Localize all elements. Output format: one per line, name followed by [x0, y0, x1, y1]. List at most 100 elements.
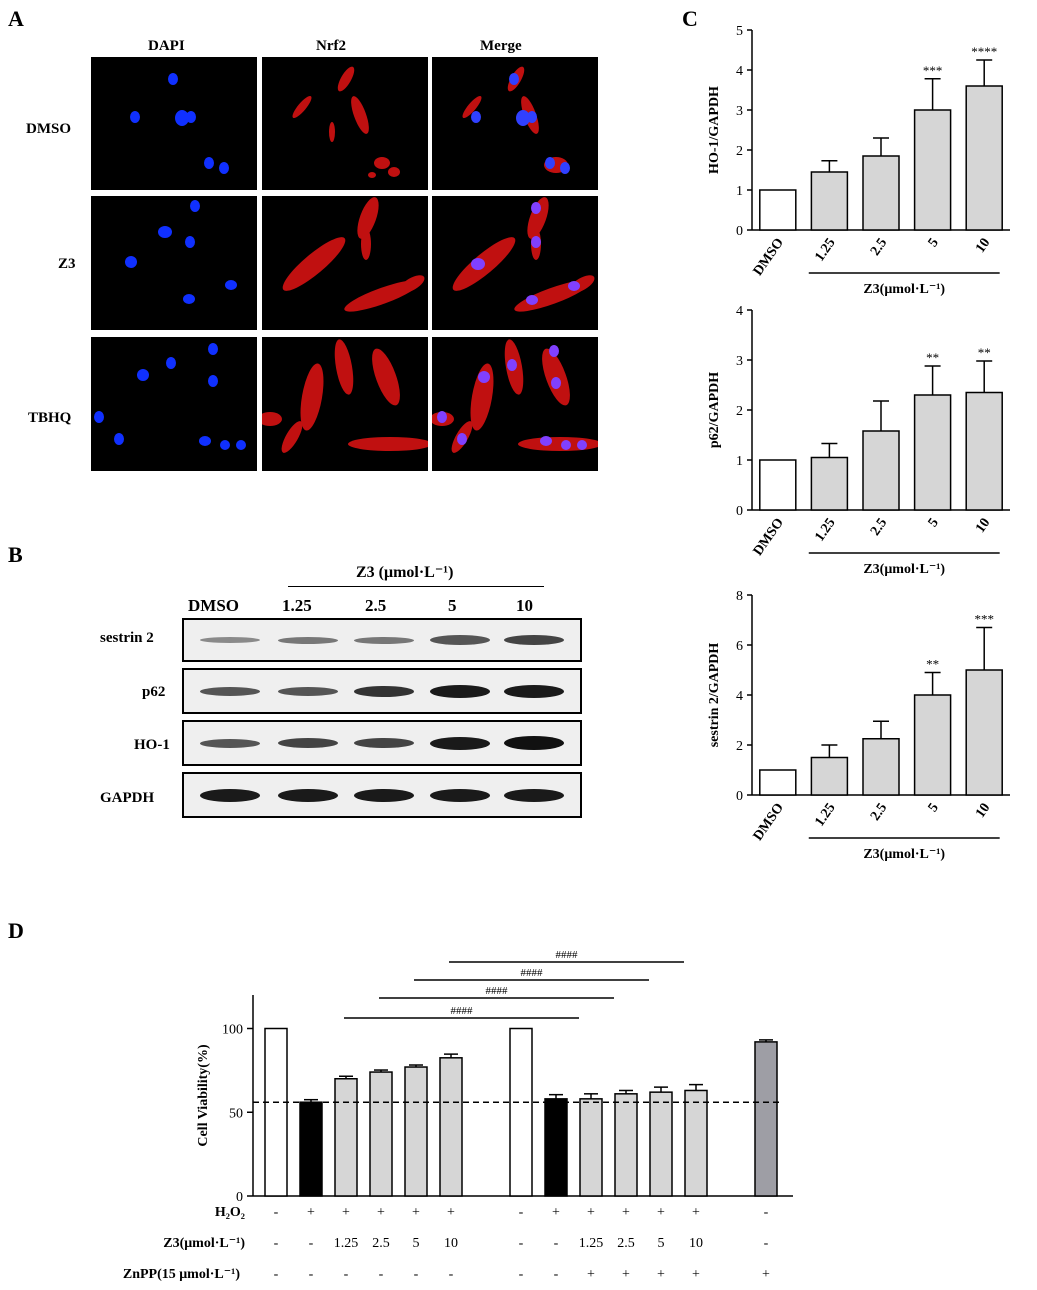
y-axis-label: HO-1/GAPDH — [707, 86, 722, 174]
band — [504, 736, 564, 750]
band — [200, 739, 260, 748]
x-tick-label: 2.5 — [868, 801, 890, 824]
col-label-dapi: DAPI — [148, 38, 185, 54]
band — [200, 637, 260, 643]
blot-strip-sestrin2 — [182, 618, 582, 662]
bar — [684, 1089, 708, 1197]
bar — [965, 669, 1003, 796]
bar — [759, 459, 797, 511]
condition-cell: - — [554, 1236, 559, 1251]
bar — [913, 394, 952, 511]
band — [278, 738, 338, 748]
chart-ho1-gapdh: 0 1 2 3 4 5 HO-1/GAPDH DMSO 1.25 2.5 *** 5 **** 10 Z3(… — [707, 24, 1010, 297]
bar — [810, 756, 849, 796]
group-label: Z3(μmol·L⁻¹) — [863, 562, 945, 577]
band — [504, 789, 564, 802]
x-tick-label: 10 — [973, 801, 993, 821]
y-tick-label: 4 — [736, 64, 743, 79]
y-tick-label: 0 — [736, 504, 743, 519]
col-label-nrf2: Nrf2 — [316, 38, 346, 54]
lane-label-2-5: 2.5 — [365, 596, 387, 615]
panel-a-letter: A — [8, 6, 24, 31]
row-label-dmso: DMSO — [26, 121, 71, 137]
bar — [754, 1041, 778, 1197]
blot-strip-ho1 — [182, 720, 582, 766]
bar — [862, 430, 900, 511]
condition-cell: 10 — [689, 1236, 703, 1251]
nrf2-image-z3 — [262, 196, 428, 330]
condition-cell: 1.25 — [579, 1236, 604, 1251]
condition-cell: - — [449, 1267, 454, 1282]
condition-cell: - — [764, 1205, 769, 1220]
dapi-image-tbhq — [91, 337, 257, 471]
bar — [544, 1098, 568, 1197]
condition-row-label: Z3(μmol·L⁻¹) — [163, 1236, 245, 1251]
bar — [965, 391, 1003, 511]
condition-cell: + — [692, 1267, 700, 1282]
protein-label-sestrin2: sestrin 2 — [100, 630, 154, 646]
y-tick-label: 2 — [736, 144, 743, 159]
bar — [862, 155, 900, 231]
condition-cell: - — [764, 1236, 769, 1251]
lane-label-dmso: DMSO — [188, 596, 239, 615]
significance-label: #### — [451, 1005, 474, 1017]
chart-cell-viability: 0 50 100 Cell Viability(%) #### #### #### #### H… — [123, 949, 793, 1282]
condition-cell: + — [552, 1205, 560, 1220]
merge-image-tbhq — [432, 337, 598, 471]
protein-label-gapdh: GAPDH — [100, 790, 155, 806]
band — [504, 635, 564, 645]
condition-cell: - — [379, 1267, 384, 1282]
chart-sestrin2-gapdh: 0 2 4 6 8 sestrin 2/GAPDH DMSO 1.25 2.5 ** 5 *** 10 Z… — [707, 589, 1010, 862]
x-tick-label: 2.5 — [868, 516, 890, 539]
condition-cell: + — [622, 1267, 630, 1282]
bar — [264, 1027, 288, 1197]
condition-cell: + — [622, 1205, 630, 1220]
condition-cell: + — [447, 1205, 455, 1220]
y-tick-label: 6 — [736, 639, 743, 654]
condition-cell: 5 — [658, 1236, 665, 1251]
bar — [334, 1078, 358, 1197]
condition-cell: + — [762, 1267, 770, 1282]
x-tick-label: 5 — [926, 801, 942, 815]
blot-strip-gapdh — [182, 772, 582, 818]
band — [430, 685, 490, 698]
band — [278, 789, 338, 802]
y-tick-label: 8 — [736, 589, 743, 604]
significance-label: *** — [974, 612, 994, 627]
row-label-z3: Z3 — [58, 256, 76, 272]
condition-cell: - — [519, 1205, 524, 1220]
blot-group-label: Z3 (μmol·L⁻¹) — [356, 564, 454, 581]
band — [278, 687, 338, 696]
band — [354, 637, 414, 644]
significance-label: #### — [486, 985, 509, 997]
y-tick-label: 1 — [736, 184, 743, 199]
blot-strip-p62 — [182, 668, 582, 714]
condition-cell: + — [657, 1267, 665, 1282]
panel-b-letter: B — [8, 542, 23, 567]
band — [200, 789, 260, 802]
condition-cell: - — [309, 1236, 314, 1251]
condition-cell: - — [554, 1267, 559, 1282]
condition-row-label: H₂O₂ — [215, 1205, 245, 1220]
nrf2-image-tbhq — [262, 337, 428, 471]
group-label: Z3(μmol·L⁻¹) — [863, 282, 945, 297]
y-tick-label: 3 — [736, 354, 743, 369]
bar — [509, 1027, 533, 1197]
condition-cell: + — [377, 1205, 385, 1220]
condition-cell: + — [412, 1205, 420, 1220]
condition-cell: + — [692, 1205, 700, 1220]
band — [200, 687, 260, 696]
group-label: Z3(μmol·L⁻¹) — [863, 847, 945, 862]
bar — [579, 1098, 603, 1197]
y-tick-label: 5 — [736, 24, 743, 39]
lane-label-10: 10 — [516, 596, 533, 615]
condition-cell: - — [414, 1267, 419, 1282]
x-tick-label: 2.5 — [868, 236, 890, 259]
significance-label: #### — [556, 949, 579, 961]
condition-cell: 10 — [444, 1236, 458, 1251]
bar — [759, 769, 797, 796]
condition-cell: - — [274, 1267, 279, 1282]
significance-label: ** — [926, 657, 939, 672]
condition-cell: - — [309, 1267, 314, 1282]
bar — [649, 1091, 673, 1197]
